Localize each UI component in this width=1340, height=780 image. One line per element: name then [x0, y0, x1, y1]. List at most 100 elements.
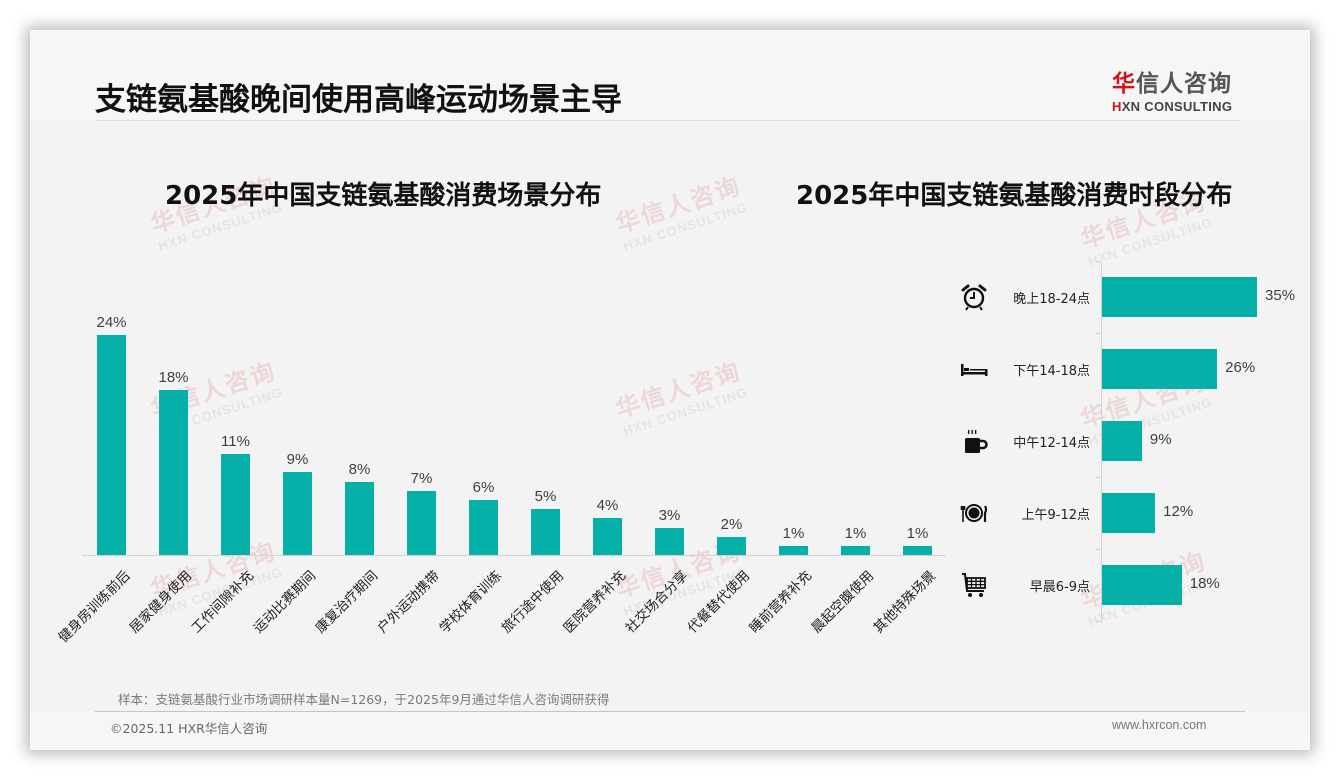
- bar: [97, 334, 126, 555]
- bar-value-label: 9%: [1149, 431, 1172, 448]
- bar: [283, 472, 312, 555]
- category-label: 健身房训练前后: [55, 567, 134, 646]
- bar-value-label: 3%: [658, 506, 681, 524]
- bar-group: 1%: [841, 525, 870, 555]
- bar-value-label: 8%: [348, 460, 371, 478]
- bar-value-label: 24%: [96, 313, 127, 331]
- bar-value-label: 18%: [1189, 575, 1220, 592]
- bar-group: 3%: [655, 507, 684, 555]
- footer-band: [30, 712, 1310, 750]
- category-label: 代餐替代使用: [684, 567, 754, 637]
- bar: [1102, 565, 1182, 605]
- time-slot-row: 下午14-18点 26%: [950, 349, 1310, 389]
- time-slot-label: 中午12-14点: [1013, 436, 1090, 451]
- category-label: 睡前营养补充: [746, 567, 816, 637]
- time-slot-row: 晚上18-24点 35%: [950, 277, 1310, 317]
- time-slot-label: 上午9-12点: [1021, 508, 1090, 523]
- time-slot-label: 下午14-18点: [1013, 364, 1090, 379]
- category-label: 医院营养补充: [560, 567, 630, 637]
- bar-group: 8%: [345, 461, 374, 555]
- time-slot-row: 中午12-14点 9%: [950, 421, 1310, 461]
- page-title: 支链氨基酸晚间使用高峰运动场景主导: [95, 82, 622, 118]
- bar: [1102, 277, 1258, 317]
- bar-value-label: 12%: [1163, 503, 1194, 520]
- y-axis-line: [1101, 263, 1102, 623]
- logo-cn: 华信人咨询: [1112, 64, 1242, 98]
- coffee-mug-icon: [960, 427, 988, 455]
- bar: [903, 545, 932, 555]
- logo-en-rest: XN CONSULTING: [1121, 99, 1233, 114]
- right-chart-title: 2025年中国支链氨基酸消费时段分布: [796, 181, 1233, 211]
- bar-group: 9%: [283, 451, 312, 555]
- category-label: 其他特殊场景: [870, 567, 940, 637]
- bar: [1102, 349, 1218, 389]
- bed-icon: [960, 355, 988, 383]
- axis-tick: [1096, 477, 1101, 478]
- bar-value-label: 2%: [720, 515, 743, 533]
- bar-group: 6%: [469, 479, 498, 555]
- category-label: 旅行途中使用: [498, 567, 568, 637]
- logo-cn-red: 华: [1112, 71, 1136, 97]
- category-label: 学校体育训练: [436, 567, 506, 637]
- bar-value-label: 9%: [286, 451, 309, 469]
- website-link[interactable]: www.hxrcon.com: [1112, 718, 1207, 732]
- bar-value-label: 1%: [782, 524, 805, 542]
- time-slot-distribution-chart: 晚上18-24点 35% 下午14-18点 26% 中午12-14点 9% 上午9-12点 1…: [950, 261, 1310, 623]
- bar-value-label: 26%: [1225, 359, 1256, 376]
- bar: [531, 509, 560, 555]
- bar-value-label: 35%: [1265, 287, 1296, 304]
- footer-divider: [95, 711, 1245, 712]
- bar: [407, 490, 436, 555]
- bar-value-label: 4%: [596, 497, 619, 515]
- copyright: ©2025.11 HXR华信人咨询: [110, 721, 268, 736]
- bar-value-label: 5%: [534, 488, 557, 506]
- logo-en-red: H: [1112, 99, 1122, 114]
- logo-cn-rest: 信人咨询: [1136, 71, 1232, 97]
- bar-group: 7%: [407, 470, 436, 555]
- bar-group: 5%: [531, 488, 560, 555]
- bar-value-label: 11%: [221, 433, 250, 451]
- bar: [779, 545, 808, 555]
- bar-group: 24%: [96, 314, 127, 555]
- bar-value-label: 1%: [844, 524, 867, 542]
- scene-distribution-chart: 24% 健身房训练前后 18% 居家健身使用 11% 工作间隙补充 9% 运动比赛期间 8% 康复…: [55, 290, 946, 690]
- category-label: 居家健身使用: [126, 567, 196, 637]
- bar-value-label: 1%: [906, 524, 929, 542]
- left-chart-title: 2025年中国支链氨基酸消费场景分布: [165, 181, 602, 211]
- category-label: 户外运动携带: [374, 567, 444, 637]
- axis-tick: [1096, 621, 1101, 622]
- slide: 支链氨基酸晚间使用高峰运动场景主导 华信人咨询 HXN CONSULTING 华…: [30, 30, 1310, 750]
- axis-tick: [1096, 261, 1101, 262]
- brand-logo: 华信人咨询 HXN CONSULTING: [1112, 64, 1242, 114]
- bar: [221, 454, 250, 555]
- axis-tick: [1096, 405, 1101, 406]
- bar: [717, 536, 746, 555]
- axis-tick: [1096, 333, 1101, 334]
- shopping-cart-icon: [960, 571, 988, 599]
- bar-value-label: 6%: [472, 478, 495, 496]
- time-slot-row: 早晨6-9点 18%: [950, 565, 1310, 605]
- bar-group: 11%: [221, 433, 250, 555]
- bar-group: 1%: [779, 525, 808, 555]
- time-slot-row: 上午9-12点 12%: [950, 493, 1310, 533]
- x-axis-line: [82, 555, 946, 556]
- time-slot-label: 晚上18-24点: [1013, 292, 1090, 307]
- bar: [1102, 493, 1156, 533]
- alarm-clock-icon: [960, 283, 988, 311]
- category-label: 社交场合分享: [622, 567, 692, 637]
- sample-note: 样本：支链氨基酸行业市场调研样本量N=1269，于2025年9月通过华信人咨询调…: [118, 692, 610, 707]
- bar-group: 18%: [158, 369, 189, 555]
- bar-group: 2%: [717, 516, 746, 555]
- bar: [1102, 421, 1142, 461]
- bar-value-label: 7%: [410, 469, 433, 487]
- bar: [159, 389, 188, 555]
- dining-plate-icon: [960, 499, 988, 527]
- header-band: [30, 30, 1310, 120]
- title-divider: [95, 120, 1240, 121]
- bar: [593, 518, 622, 555]
- bar-group: 1%: [903, 525, 932, 555]
- category-label: 康复治疗期间: [312, 567, 382, 637]
- category-label: 运动比赛期间: [250, 567, 320, 637]
- axis-tick: [1096, 549, 1101, 550]
